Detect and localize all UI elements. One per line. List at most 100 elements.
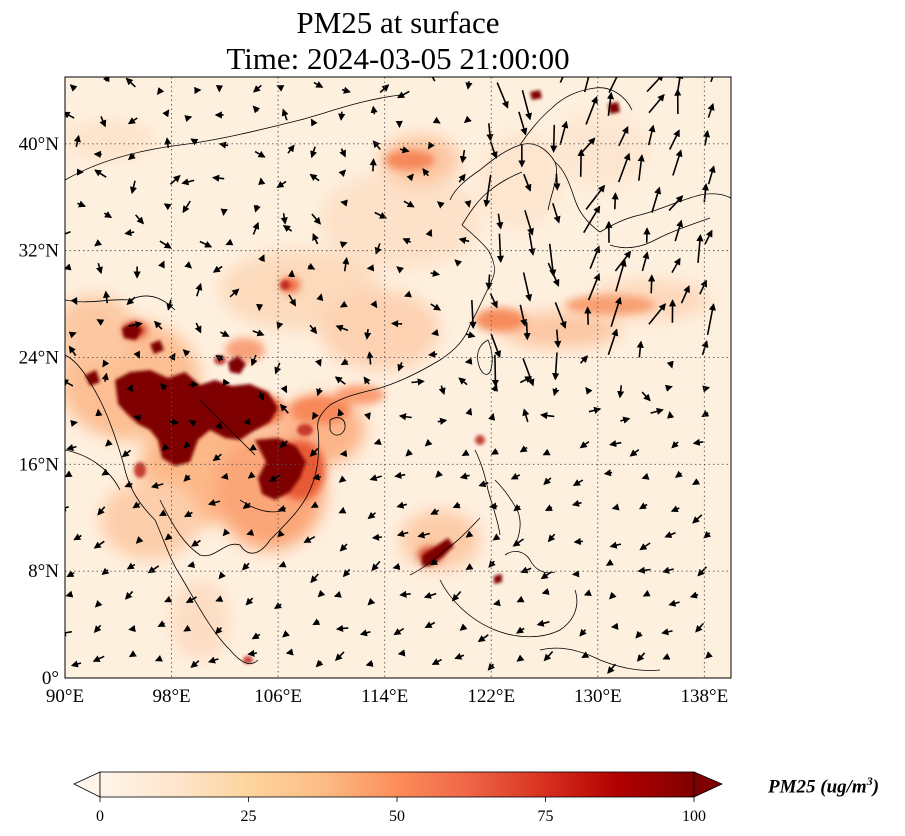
wind-arrow bbox=[94, 599, 103, 608]
wind-arrow bbox=[425, 228, 433, 237]
wind-arrow bbox=[513, 504, 522, 512]
wind-arrow bbox=[310, 573, 319, 584]
wind-arrow bbox=[639, 542, 651, 551]
wind-arrow bbox=[212, 453, 222, 462]
wind-arrow bbox=[340, 199, 348, 207]
wind-arrow bbox=[365, 659, 374, 667]
wind-arrow bbox=[641, 391, 651, 402]
wind-arrow bbox=[695, 622, 704, 633]
wind-arrow bbox=[124, 480, 133, 488]
wind-arrow bbox=[668, 599, 680, 607]
wind-arrow bbox=[373, 438, 382, 446]
wind-arrow bbox=[339, 148, 346, 158]
wind-arrow bbox=[132, 501, 141, 509]
wind-arrow bbox=[218, 141, 229, 149]
wind-arrow bbox=[490, 333, 501, 359]
wind-arrow bbox=[577, 148, 585, 177]
colorbar-gradient bbox=[99, 771, 695, 798]
latitude-tick-label: 32°N bbox=[19, 241, 60, 262]
wind-arrow bbox=[554, 329, 562, 349]
wind-arrow bbox=[483, 174, 492, 208]
wind-arrow bbox=[496, 213, 504, 230]
wind-arrow bbox=[254, 150, 266, 158]
wind-arrow bbox=[316, 387, 323, 397]
wind-arrow bbox=[310, 118, 318, 127]
wind-arrow bbox=[662, 566, 674, 574]
wind-arrow bbox=[99, 116, 107, 128]
wind-arrow bbox=[183, 510, 193, 518]
wind-arrow bbox=[190, 539, 201, 547]
wind-arrow bbox=[394, 471, 406, 479]
wind-arrow bbox=[156, 87, 165, 95]
wind-arrow bbox=[459, 149, 467, 164]
wind-arrow bbox=[253, 84, 262, 93]
wind-arrow bbox=[397, 649, 406, 657]
wind-arrow bbox=[183, 624, 192, 632]
wind-arrow bbox=[317, 589, 326, 598]
wind-arrow bbox=[396, 266, 405, 274]
wind-arrow bbox=[668, 129, 680, 150]
wind-arrow bbox=[252, 221, 260, 235]
wind-arrow bbox=[516, 595, 525, 603]
wind-arrow bbox=[342, 256, 350, 272]
wind-arrow bbox=[342, 568, 351, 578]
wind-arrow bbox=[379, 84, 390, 94]
wind-arrow bbox=[65, 379, 74, 387]
wind-arrow bbox=[485, 274, 493, 291]
wind-arrow bbox=[158, 260, 165, 269]
wind-arrow bbox=[469, 300, 477, 330]
wind-arrow bbox=[428, 77, 436, 82]
wind-arrow bbox=[516, 654, 525, 662]
wind-arrow bbox=[183, 474, 192, 482]
wind-arrow bbox=[102, 359, 110, 368]
wind-arrow bbox=[374, 211, 388, 219]
wind-arrow bbox=[523, 322, 531, 341]
wind-arrow bbox=[488, 560, 496, 568]
wind-arrow bbox=[573, 537, 583, 546]
latitude-tick-label: 0° bbox=[42, 668, 59, 689]
wind-arrow bbox=[367, 597, 376, 606]
wind-arrow bbox=[274, 362, 282, 375]
wind-arrow bbox=[92, 655, 105, 662]
wind-arrow bbox=[424, 621, 436, 629]
wind-arrow bbox=[190, 660, 200, 669]
wind-arrow bbox=[636, 340, 644, 358]
wind-arrow bbox=[641, 472, 650, 480]
wind-arrow bbox=[257, 391, 265, 402]
wind-arrow bbox=[127, 117, 138, 125]
wind-arrow bbox=[135, 214, 145, 225]
wind-arrow bbox=[650, 407, 664, 415]
wind-arrow bbox=[701, 410, 710, 418]
wind-arrow bbox=[402, 238, 412, 245]
wind-arrow bbox=[548, 243, 557, 277]
wind-arrow bbox=[617, 385, 625, 399]
wind-arrow bbox=[672, 149, 683, 176]
wind-arrow bbox=[252, 105, 261, 114]
wind-arrow bbox=[489, 141, 498, 159]
map-title: PM25 at surface bbox=[296, 5, 500, 40]
wind-arrow bbox=[279, 440, 288, 448]
longitude-tick-label: 130°E bbox=[574, 686, 622, 707]
wind-arrow bbox=[606, 91, 615, 116]
wind-arrow bbox=[465, 331, 476, 339]
wind-arrow bbox=[465, 407, 473, 416]
wind-arrow bbox=[184, 115, 193, 123]
wind-arrow bbox=[124, 229, 135, 237]
wind-arrow bbox=[676, 77, 684, 91]
wind-arrow bbox=[251, 632, 261, 640]
wind-arrow bbox=[157, 620, 166, 627]
colorbar-max-extension bbox=[693, 771, 723, 798]
wind-arrow bbox=[637, 154, 645, 181]
wind-arrow bbox=[102, 77, 110, 83]
wind-arrow bbox=[369, 474, 382, 482]
wind-arrow bbox=[268, 474, 281, 482]
wind-arrow bbox=[651, 186, 662, 213]
wind-arrow bbox=[280, 213, 288, 225]
latitude-tick-label: 40°N bbox=[19, 134, 60, 155]
wind-arrow bbox=[702, 385, 711, 393]
wind-arrow bbox=[338, 506, 347, 514]
wind-arrow bbox=[491, 383, 498, 392]
wind-arrow bbox=[458, 173, 466, 183]
wind-arrow bbox=[696, 233, 704, 263]
wind-arrow bbox=[190, 138, 199, 146]
